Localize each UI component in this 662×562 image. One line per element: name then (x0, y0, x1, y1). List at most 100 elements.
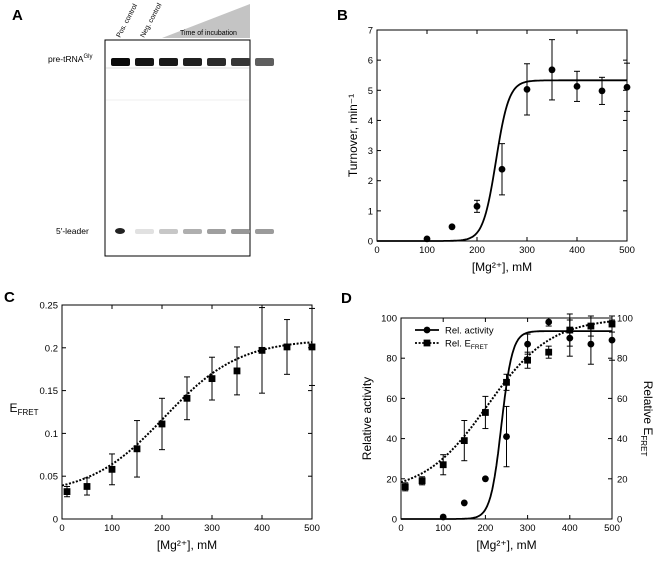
y-right-tick-label: 100 (617, 314, 633, 325)
x-tick-label: 0 (59, 523, 64, 534)
y-axis-label: Relative activity (360, 377, 374, 460)
data-point-square (418, 477, 426, 485)
panel-letter-a: A (12, 7, 23, 24)
data-point-circle (482, 475, 489, 483)
y-right-tick-label: 20 (617, 474, 628, 485)
x-tick-label: 0 (374, 245, 379, 256)
data-point-circle (623, 83, 631, 91)
x-tick-label: 400 (562, 523, 578, 534)
gel-band-precursor (231, 58, 250, 66)
product-band-label: 5′-leader (56, 226, 89, 236)
lane-label-pos-control: Pos. control (116, 3, 140, 39)
plot-frame (61, 304, 313, 520)
gel-band-product (159, 229, 178, 234)
y-right-tick-label: 0 (617, 515, 622, 526)
data-point-square (401, 483, 409, 491)
x-axis-label: [Mg²⁺], mM (476, 538, 536, 552)
data-point-circle (545, 318, 553, 326)
x-tick-label: 100 (435, 523, 451, 534)
y-tick-label: 5 (368, 86, 373, 97)
gel-band-precursor (135, 58, 154, 66)
plot-frame (400, 317, 613, 520)
gel-band-precursor (207, 58, 226, 66)
chart-panel-b: 0 100 200 300 400 500 0 1 2 3 4 5 6 7 [Mg²⁺], mM Turnov… (346, 26, 635, 275)
lane-label-neg-control: Neg. control (140, 2, 164, 39)
y-tick-label: 80 (386, 354, 397, 365)
y-tick-label: 60 (386, 394, 397, 405)
gel-band-precursor (111, 58, 130, 66)
y-tick-label: 0.1 (45, 429, 58, 440)
gel-band-precursor (183, 58, 202, 66)
data-point-square (158, 420, 166, 428)
x-tick-label: 300 (204, 523, 220, 534)
y-tick-label: 0.05 (40, 472, 59, 483)
data-point-circle (473, 202, 481, 210)
x-axis-label: [Mg²⁺], mM (472, 260, 532, 274)
legend-label: Rel. activity (445, 326, 494, 337)
y-tick-label: 6 (368, 56, 373, 67)
y-axis-label: Turnover, min⁻¹ (346, 94, 360, 177)
data-point-square (545, 348, 553, 356)
fit-curve-dotted (400, 320, 612, 484)
precursor-band-label: pre-tRNAGly (48, 54, 92, 64)
y-right-tick-label: 80 (617, 354, 628, 365)
data-point-square (63, 488, 71, 496)
y-tick-label: 3 (368, 146, 373, 157)
data-point-square (587, 322, 595, 330)
y-tick-label: 0 (392, 515, 397, 526)
data-point-square (439, 461, 447, 469)
x-tick-label: 100 (419, 245, 435, 256)
data-point-square (258, 346, 266, 354)
gel-band-product (135, 229, 154, 234)
x-tick-label: 400 (254, 523, 270, 534)
data-point-circle (423, 235, 431, 243)
gel-band-product (255, 229, 274, 234)
y-tick-label: 2 (368, 176, 373, 187)
data-point-circle (587, 340, 595, 348)
data-point-square (108, 465, 116, 473)
y-tick-label: 100 (381, 314, 397, 325)
x-tick-label: 300 (520, 523, 536, 534)
panel-letter-b: B (337, 7, 348, 24)
x-tick-label: 100 (104, 523, 120, 534)
data-point-circle (448, 223, 456, 231)
y-tick-label: 0 (53, 515, 58, 526)
data-point-square (482, 409, 489, 416)
gel-frame (104, 39, 251, 257)
x-tick-label: 400 (569, 245, 585, 256)
x-tick-label: 300 (519, 245, 535, 256)
data-point-square (608, 320, 616, 328)
data-point-circle (598, 87, 606, 95)
data-point-circle (498, 165, 506, 173)
chart-panel-c: 0 100 200 300 400 500 0 0.05 0.1 0.15 0.2 0.25 [Mg²⁺… (10, 301, 320, 553)
y-tick-label: 0.15 (40, 386, 59, 397)
data-point-square (233, 367, 241, 375)
y-tick-label: 0.2 (45, 343, 58, 354)
gel-panel: Pos. control Neg. control Time of incuba… (48, 2, 274, 257)
legend-label: Rel. EFRET (445, 339, 488, 352)
y-tick-label: 4 (368, 116, 373, 127)
x-tick-label: 500 (619, 245, 635, 256)
gel-bands (106, 58, 274, 234)
data-point-circle (548, 66, 556, 74)
y-tick-label: 20 (386, 474, 397, 485)
data-point-square (183, 394, 191, 402)
gel-band-precursor (255, 58, 274, 66)
data-point-circle (524, 340, 531, 348)
x-axis-label: [Mg²⁺], mM (157, 538, 217, 552)
data-point-circle (523, 85, 531, 93)
y-tick-label: 0.25 (40, 301, 59, 312)
data-point-square (566, 326, 574, 334)
x-tick-label: 200 (154, 523, 170, 534)
data-point-square (308, 343, 316, 351)
legend-marker-square (423, 339, 431, 347)
fit-curve-solid (377, 79, 627, 242)
data-point-circle (573, 82, 581, 90)
y-tick-label: 1 (368, 206, 373, 217)
data-point-square (83, 483, 91, 490)
gel-band-product (207, 229, 226, 234)
y-tick-label: 7 (368, 26, 373, 37)
data-point-circle (439, 513, 447, 521)
data-point-circle (460, 499, 468, 507)
